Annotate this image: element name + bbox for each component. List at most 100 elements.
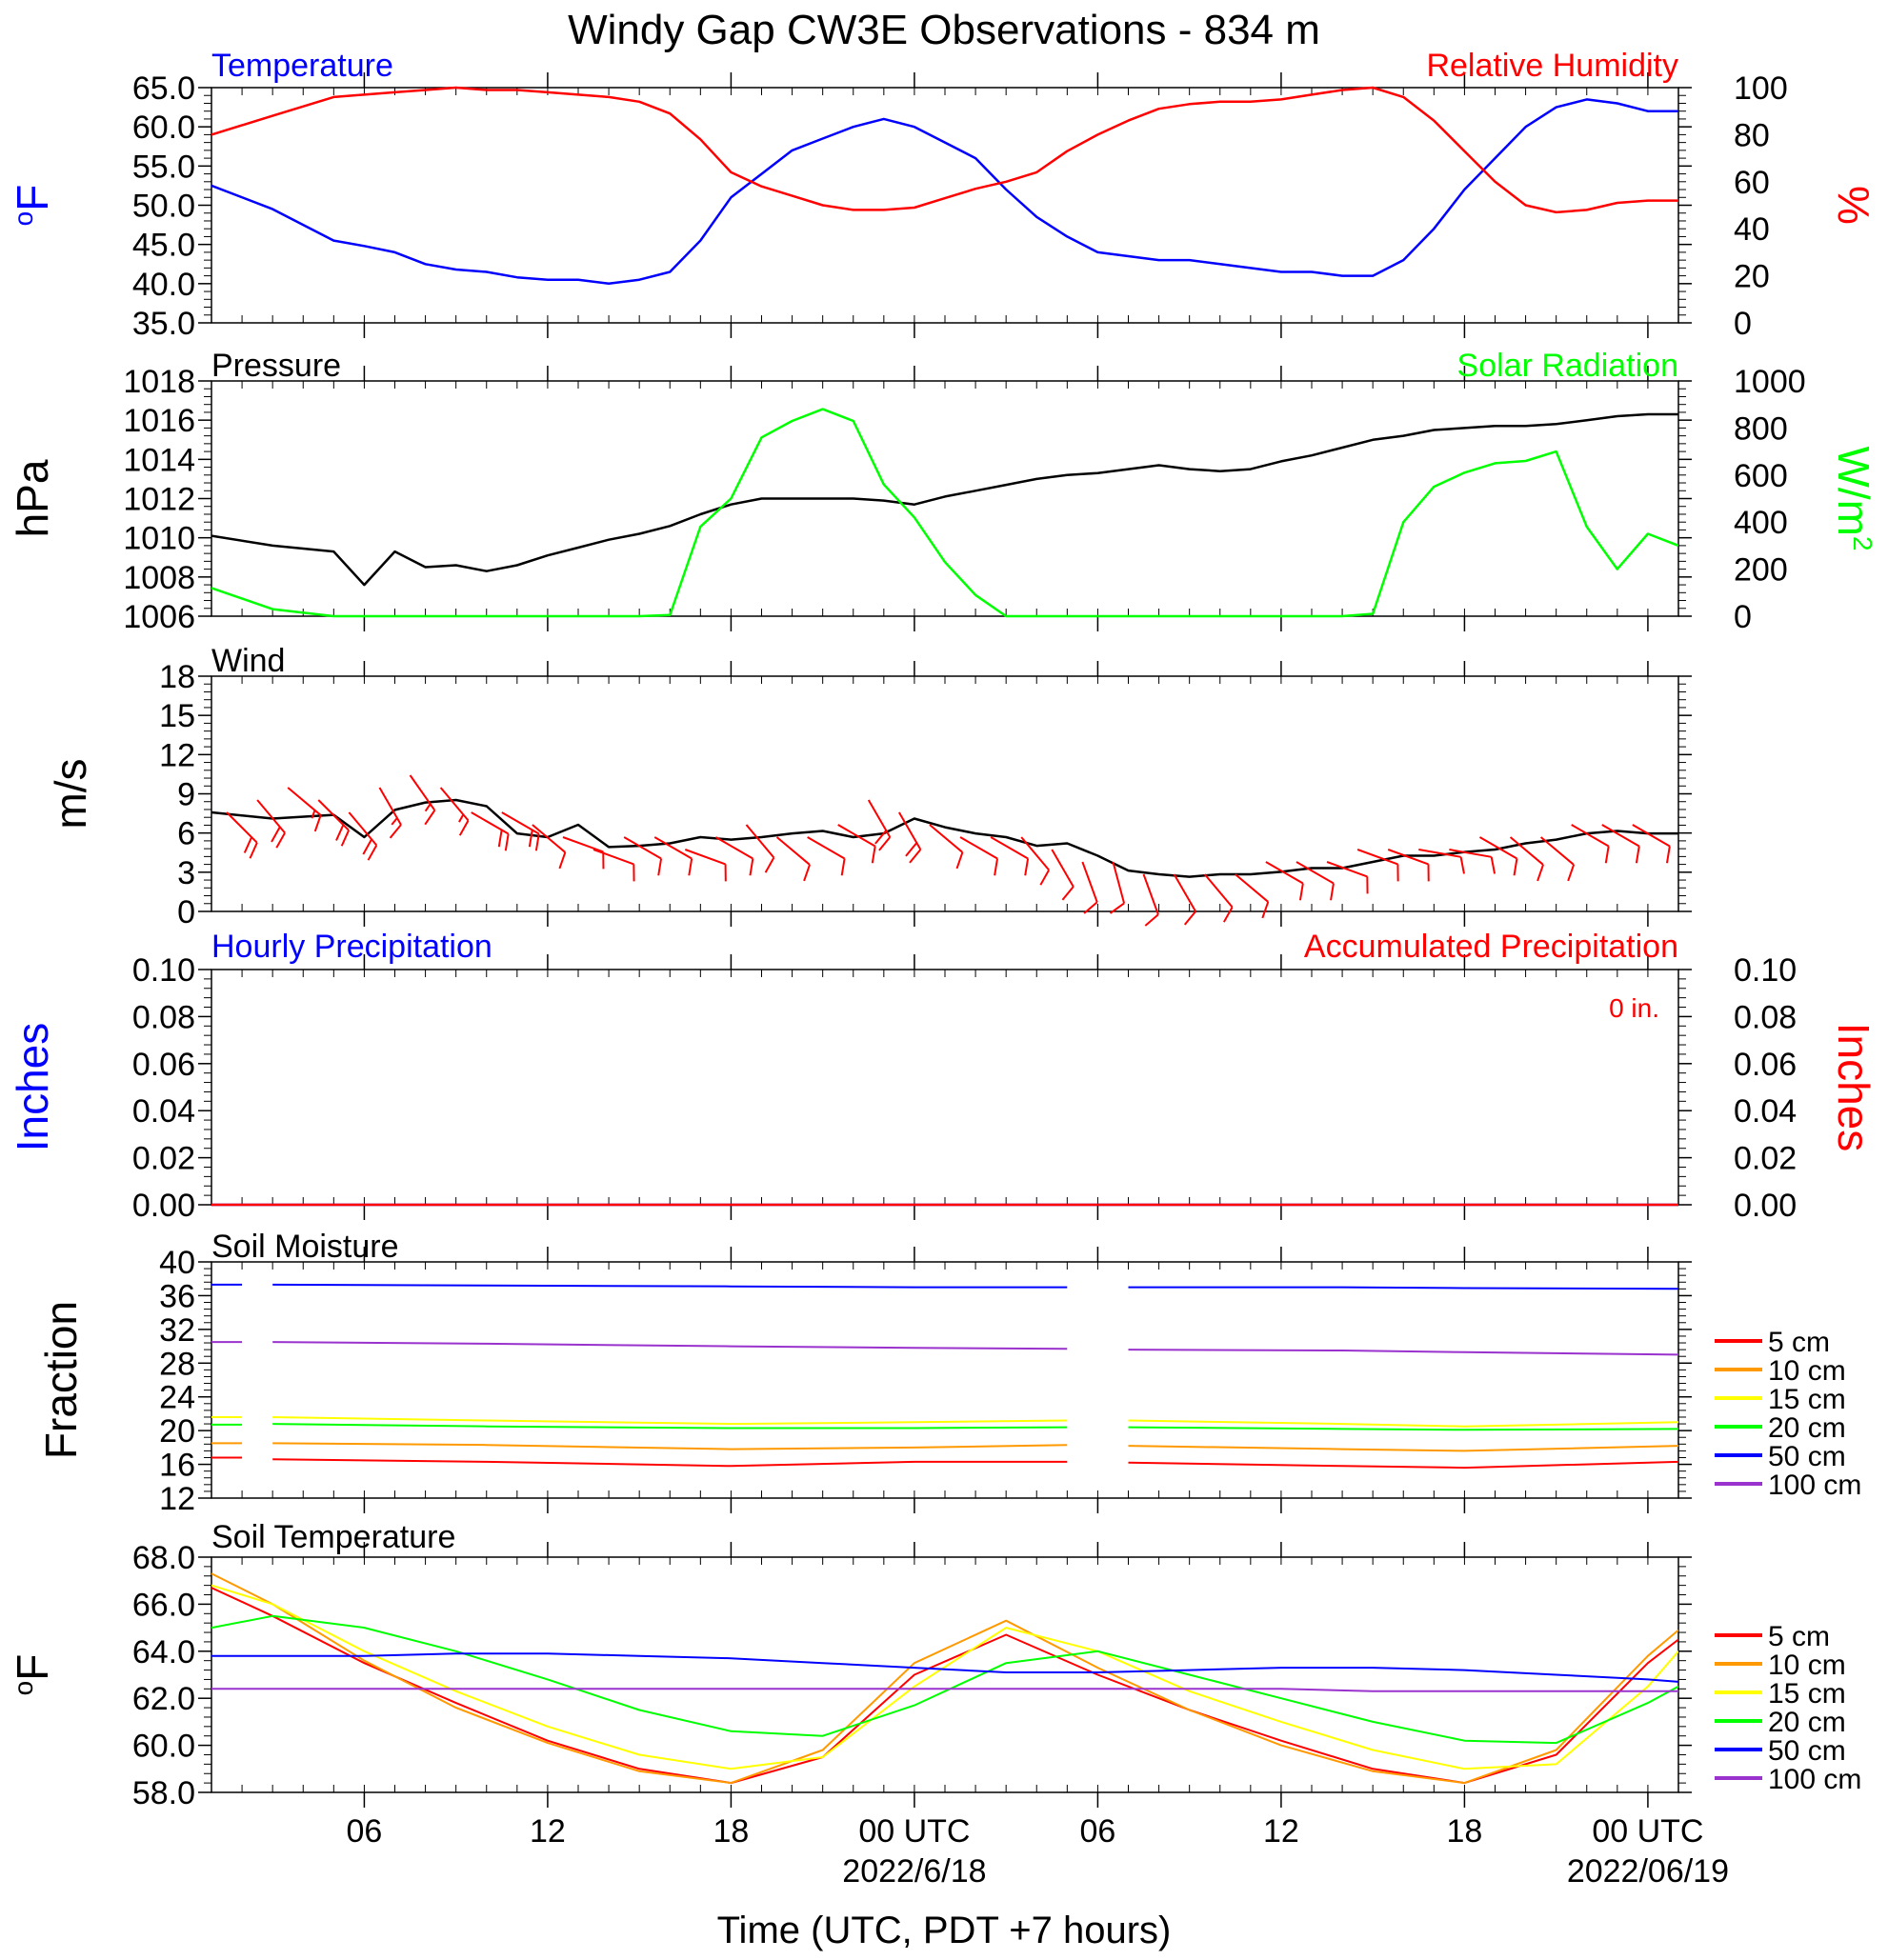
y-right-tick-label: 0 — [1734, 599, 1752, 635]
y-tick-label: 45.0 — [132, 228, 195, 264]
y-right-axis-label: W/m2 — [1829, 446, 1878, 550]
x-date-label: 2022/06/19 — [1567, 1853, 1729, 1890]
y-tick-label: 20 — [159, 1413, 195, 1450]
wind-barb — [1601, 824, 1640, 864]
y-tick-label: 58.0 — [132, 1775, 195, 1811]
series-line-10-cm — [211, 1572, 1678, 1785]
panel-title-left: Pressure — [211, 348, 341, 384]
y-axis-label: oF — [8, 185, 57, 227]
y-tick-label: 0 — [177, 894, 195, 930]
legend-label: 100 cm — [1768, 1470, 1861, 1501]
y-right-tick-label: 60 — [1734, 165, 1770, 201]
y-tick-label: 1014 — [123, 442, 195, 478]
y-tick-label: 64.0 — [132, 1634, 195, 1670]
y-tick-label: 60.0 — [132, 110, 195, 146]
wind-barb — [1081, 861, 1098, 914]
y-tick-label: 12 — [159, 737, 195, 773]
wind-barb — [501, 811, 540, 851]
y-tick-label: 0.10 — [132, 952, 195, 989]
series-line-5-cm — [211, 1587, 1678, 1785]
wind-barb — [593, 849, 635, 882]
series-line-20-cm — [272, 1423, 1068, 1430]
wind-barb — [807, 836, 846, 876]
panel-title-right: Relative Humidity — [1426, 48, 1678, 84]
series-line-20-cm — [1128, 1426, 1678, 1431]
x-tick-label: 12 — [1263, 1813, 1299, 1850]
y-right-tick-label: 0.06 — [1734, 1047, 1797, 1083]
y-tick-label: 40.0 — [132, 267, 195, 303]
panel-precip: 0.10 0.08 0.06 0.04 0.02 0.00 0.10 0.08 0.06 0.04… — [8, 929, 1878, 1224]
series-line-15-cm — [1128, 1419, 1678, 1428]
wind-barb — [684, 849, 727, 882]
wind-barb — [1632, 824, 1671, 864]
y-tick-label: 62.0 — [132, 1681, 195, 1717]
y-right-tick-label: 0.00 — [1734, 1188, 1797, 1224]
y-right-tick-label: 200 — [1734, 552, 1788, 589]
wind-barb — [1295, 861, 1335, 901]
y-axis-label: m/s — [46, 758, 95, 829]
x-tick-label: 06 — [1080, 1813, 1116, 1850]
series-line-10-cm — [1128, 1445, 1678, 1452]
panel-temp_rh: 65.060.055.0 50.045.040.035.0 100 80 60 40 20 0… — [8, 48, 1878, 342]
legend-label: 50 cm — [1768, 1735, 1846, 1767]
plot-frame — [211, 969, 1679, 1206]
y-right-tick-label: 0.08 — [1734, 999, 1797, 1035]
series-line-solar-radiation — [211, 408, 1678, 618]
y-tick-label: 50.0 — [132, 189, 195, 225]
wind-barb — [1203, 873, 1234, 923]
wind-barb — [929, 824, 964, 870]
x-date-label: 2022/6/18 — [842, 1853, 986, 1890]
y-tick-label: 6 — [177, 816, 195, 852]
series-line-5-cm — [1128, 1460, 1678, 1470]
wind-barb — [653, 836, 693, 876]
x-tick-label: 00 UTC — [858, 1813, 970, 1850]
legend-label: 10 cm — [1768, 1355, 1846, 1387]
y-right-axis-label: % — [1829, 186, 1878, 225]
y-right-tick-label: 0.04 — [1734, 1093, 1797, 1130]
y-tick-label: 60.0 — [132, 1729, 195, 1765]
y-right-tick-label: 600 — [1734, 458, 1788, 494]
wind-barb — [990, 836, 1030, 876]
wind-barb — [959, 836, 998, 876]
x-axis-title: Time (UTC, PDT +7 hours) — [717, 1910, 1172, 1951]
y-tick-label: 1012 — [123, 482, 195, 518]
y-tick-label: 36 — [159, 1278, 195, 1314]
plot-frame — [211, 675, 1679, 912]
legend-label: 20 cm — [1768, 1412, 1846, 1444]
y-tick-label: 0.04 — [132, 1093, 195, 1130]
wind-barb — [562, 836, 605, 870]
plot-frame — [211, 87, 1679, 324]
wind-barb — [775, 836, 811, 882]
panel-title-left: Wind — [211, 643, 285, 679]
y-right-tick-label: 20 — [1734, 259, 1770, 295]
legend-label: 15 cm — [1768, 1678, 1846, 1710]
wind-barb — [409, 774, 436, 826]
series-line-15-cm — [272, 1416, 1068, 1426]
y-tick-label: 0.08 — [132, 999, 195, 1035]
series-line-relative-humidity — [211, 86, 1678, 214]
wind-barb — [714, 836, 754, 876]
y-right-tick-label: 40 — [1734, 211, 1770, 248]
y-tick-label: 0.00 — [132, 1188, 195, 1224]
wind-barb — [1509, 836, 1544, 882]
wind-barb — [287, 787, 322, 832]
legend-label: 10 cm — [1768, 1650, 1846, 1681]
y-right-tick-label: 100 — [1734, 70, 1788, 107]
wind-barb — [1449, 849, 1496, 874]
wind-barb — [317, 799, 351, 847]
series-line-100-cm — [211, 1688, 1678, 1692]
y-tick-label: 66.0 — [132, 1587, 195, 1623]
y-tick-label: 9 — [177, 777, 195, 813]
wind-barb — [1356, 849, 1399, 882]
y-tick-label: 68.0 — [132, 1540, 195, 1576]
panel-title-left: Soil Moisture — [211, 1229, 399, 1265]
series-line-100-cm — [1128, 1349, 1678, 1356]
wind-barb — [1539, 836, 1576, 882]
series-line-pressure — [211, 412, 1678, 587]
y-right-tick-label: 0.10 — [1734, 952, 1797, 989]
wind-barb — [1109, 861, 1126, 914]
series-line-50-cm — [272, 1283, 1068, 1289]
wind-barb — [256, 799, 286, 849]
